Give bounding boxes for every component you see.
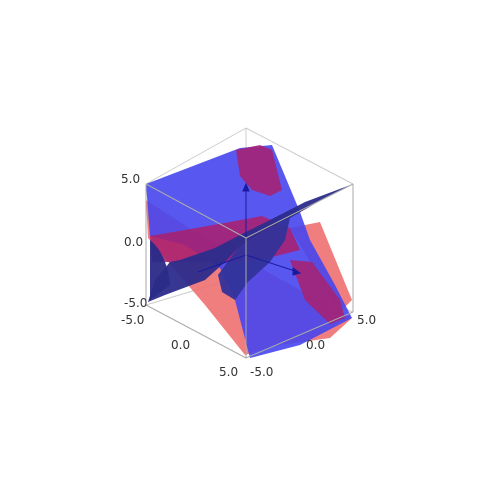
- z-tick-label: 0.0: [124, 235, 143, 249]
- box-edge: [145, 127, 247, 185]
- bounding-box-front: [145, 183, 354, 359]
- box-edge: [245, 127, 354, 185]
- z-axis-arrowhead: [242, 182, 250, 192]
- box-edge: [245, 183, 354, 239]
- y-axis-arrowhead: [292, 267, 302, 276]
- box-edge: [145, 183, 247, 239]
- y-tick-label: 5.0: [357, 313, 376, 327]
- y-tick-label: 0.0: [306, 338, 325, 352]
- surface-overlap-right: [290, 260, 345, 324]
- y-tick-label: -5.0: [250, 365, 273, 379]
- z-tick-label: -5.0: [124, 296, 147, 310]
- surface-dark-sheet-lower: [218, 218, 290, 300]
- surface-dark-left-curve: [150, 240, 170, 300]
- z-tick-label: 5.0: [121, 172, 140, 186]
- x-tick-label: -5.0: [121, 313, 144, 327]
- surface-dark-sheet: [148, 184, 353, 302]
- x-axis-arrow: [197, 254, 247, 273]
- box-edge: [245, 311, 354, 359]
- x-tick-label: 0.0: [171, 338, 190, 352]
- surface-overlap-top: [236, 145, 282, 196]
- y-axis-arrow: [245, 254, 299, 273]
- box-edge: [145, 304, 247, 359]
- x-tick-label: 5.0: [219, 365, 238, 379]
